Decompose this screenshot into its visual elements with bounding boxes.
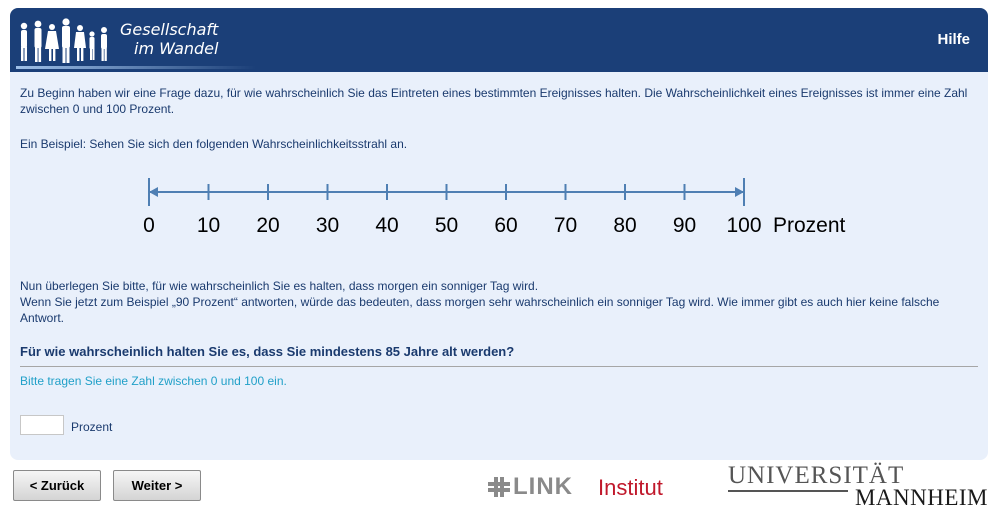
uni-divider <box>728 490 848 492</box>
uni-line2: MANNHEIM <box>854 485 988 510</box>
scale-tick-label: 30 <box>316 214 339 237</box>
explanation-line1: Nun überlegen Sie bitte, für wie wahrsch… <box>20 279 539 293</box>
scale-tick-label: 50 <box>435 214 458 237</box>
scale-unit-label: Prozent <box>773 214 846 237</box>
back-button[interactable]: < Zurück <box>13 470 101 501</box>
scale-right-arrow <box>735 187 744 197</box>
scale-tick-label: 0 <box>143 214 155 237</box>
brand-title: Gesellschaft im Wandel <box>120 20 218 58</box>
scale-tick-label: 40 <box>375 214 398 237</box>
scale-left-arrow <box>149 187 158 197</box>
scale-tick-label: 10 <box>197 214 220 237</box>
institut-wordmark: Institut <box>598 475 663 500</box>
percent-input[interactable] <box>20 415 64 435</box>
people-silhouette-logo <box>20 18 107 63</box>
input-hint: Bitte tragen Sie eine Zahl zwischen 0 un… <box>20 374 287 388</box>
scale-tick-label: 100 <box>726 214 761 237</box>
percent-unit-label: Prozent <box>71 420 113 434</box>
probability-scale: 0 10 20 30 40 50 60 70 80 90 100 Prozent <box>143 178 846 237</box>
explanation-line2: Wenn Sie jetzt zum Beispiel „90 Prozent“… <box>20 295 940 325</box>
brand-title-line2: im Wandel <box>134 39 219 58</box>
example-paragraph: Ein Beispiel: Sehen Sie sich den folgend… <box>20 137 408 151</box>
question-panel: Zu Beginn haben wir eine Frage dazu, für… <box>10 72 988 460</box>
help-link[interactable]: Hilfe <box>937 31 970 48</box>
scale-tick-label: 80 <box>613 214 636 237</box>
next-button[interactable]: Weiter > <box>113 470 201 501</box>
brand-title-line1: Gesellschaft <box>120 20 219 39</box>
scale-tick-label: 20 <box>256 214 279 237</box>
intro-paragraph: Zu Beginn haben wir eine Frage dazu, für… <box>20 86 968 116</box>
scale-tick-label: 70 <box>554 214 577 237</box>
header-bar: Gesellschaft im Wandel Hilfe <box>10 8 988 72</box>
uni-line1: UNIVERSITÄT <box>728 462 905 489</box>
link-wordmark: LINK <box>513 473 573 500</box>
scale-tick-label: 60 <box>494 214 517 237</box>
university-mannheim-logo: UNIVERSITÄT MANNHEIM <box>728 462 988 510</box>
link-hash-icon <box>488 477 510 497</box>
scale-tick-label: 90 <box>673 214 696 237</box>
question-text: Für wie wahrscheinlich halten Sie es, da… <box>20 344 515 359</box>
brand-underline <box>16 66 256 69</box>
question-divider <box>20 366 978 367</box>
